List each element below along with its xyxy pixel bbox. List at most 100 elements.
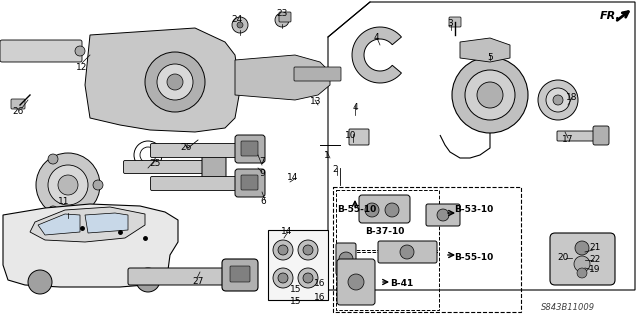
Circle shape bbox=[237, 22, 243, 28]
FancyBboxPatch shape bbox=[337, 259, 375, 305]
FancyBboxPatch shape bbox=[11, 99, 25, 109]
Circle shape bbox=[48, 154, 58, 164]
FancyBboxPatch shape bbox=[359, 195, 410, 223]
Text: 27: 27 bbox=[192, 278, 204, 286]
FancyBboxPatch shape bbox=[230, 266, 250, 282]
Circle shape bbox=[273, 268, 293, 288]
FancyBboxPatch shape bbox=[378, 241, 437, 263]
Text: 4: 4 bbox=[373, 33, 379, 41]
Circle shape bbox=[365, 203, 379, 217]
FancyBboxPatch shape bbox=[150, 176, 243, 190]
FancyBboxPatch shape bbox=[235, 135, 265, 163]
Text: 26: 26 bbox=[12, 108, 24, 116]
Circle shape bbox=[577, 268, 587, 278]
Text: 16: 16 bbox=[314, 279, 326, 288]
Text: 1: 1 bbox=[324, 151, 330, 160]
Text: 12: 12 bbox=[76, 63, 88, 71]
Circle shape bbox=[48, 165, 88, 205]
Text: 19: 19 bbox=[589, 265, 601, 275]
Circle shape bbox=[48, 206, 58, 216]
FancyBboxPatch shape bbox=[294, 67, 341, 81]
Text: B-41: B-41 bbox=[390, 278, 413, 287]
Circle shape bbox=[278, 245, 288, 255]
FancyBboxPatch shape bbox=[550, 233, 615, 285]
Text: 7: 7 bbox=[259, 158, 265, 167]
Circle shape bbox=[275, 13, 289, 27]
FancyBboxPatch shape bbox=[235, 169, 265, 197]
FancyBboxPatch shape bbox=[336, 243, 356, 275]
Circle shape bbox=[348, 274, 364, 290]
Text: 16: 16 bbox=[314, 293, 326, 301]
FancyBboxPatch shape bbox=[349, 129, 369, 145]
Circle shape bbox=[538, 80, 578, 120]
Text: 6: 6 bbox=[260, 197, 266, 206]
FancyBboxPatch shape bbox=[593, 126, 609, 145]
Circle shape bbox=[58, 175, 78, 195]
Circle shape bbox=[437, 209, 449, 221]
Polygon shape bbox=[38, 214, 80, 235]
FancyBboxPatch shape bbox=[426, 204, 460, 226]
Text: FR.: FR. bbox=[600, 11, 621, 21]
Text: 24: 24 bbox=[232, 16, 243, 25]
Circle shape bbox=[278, 273, 288, 283]
Text: 4: 4 bbox=[352, 103, 358, 113]
Polygon shape bbox=[85, 28, 240, 132]
Circle shape bbox=[452, 57, 528, 133]
Circle shape bbox=[465, 70, 515, 120]
Text: 14: 14 bbox=[282, 227, 292, 236]
FancyBboxPatch shape bbox=[182, 144, 191, 151]
FancyBboxPatch shape bbox=[449, 17, 461, 27]
Circle shape bbox=[75, 46, 85, 56]
Text: B-53-10: B-53-10 bbox=[454, 205, 493, 214]
Text: 11: 11 bbox=[58, 197, 70, 206]
FancyBboxPatch shape bbox=[279, 12, 291, 22]
Bar bbox=[268, 230, 328, 300]
Text: B-55-10: B-55-10 bbox=[454, 253, 493, 262]
Polygon shape bbox=[3, 204, 178, 287]
Text: 14: 14 bbox=[287, 173, 299, 182]
FancyBboxPatch shape bbox=[128, 268, 232, 285]
Circle shape bbox=[546, 88, 570, 112]
Text: B-55-10: B-55-10 bbox=[337, 205, 376, 214]
Text: 2: 2 bbox=[332, 166, 338, 174]
Polygon shape bbox=[352, 27, 401, 83]
Circle shape bbox=[303, 273, 313, 283]
FancyBboxPatch shape bbox=[0, 40, 82, 62]
Polygon shape bbox=[235, 55, 330, 100]
Text: S843B11009: S843B11009 bbox=[541, 303, 595, 313]
Text: 9: 9 bbox=[259, 169, 265, 179]
Circle shape bbox=[298, 240, 318, 260]
Bar bbox=[336, 252, 439, 310]
Circle shape bbox=[298, 268, 318, 288]
Circle shape bbox=[385, 203, 399, 217]
Text: 18: 18 bbox=[566, 93, 578, 101]
Bar bbox=[336, 190, 439, 250]
Text: 25: 25 bbox=[149, 159, 161, 167]
Text: 20: 20 bbox=[557, 254, 569, 263]
Circle shape bbox=[575, 241, 589, 255]
Text: 3: 3 bbox=[447, 19, 453, 27]
Text: 15: 15 bbox=[291, 298, 301, 307]
FancyBboxPatch shape bbox=[150, 144, 243, 158]
Text: 21: 21 bbox=[589, 243, 601, 253]
Polygon shape bbox=[85, 213, 128, 233]
FancyBboxPatch shape bbox=[124, 160, 211, 174]
Circle shape bbox=[339, 252, 353, 266]
Circle shape bbox=[167, 74, 183, 90]
Circle shape bbox=[136, 268, 160, 292]
Polygon shape bbox=[460, 38, 510, 62]
Polygon shape bbox=[30, 207, 145, 242]
Circle shape bbox=[157, 64, 193, 100]
Circle shape bbox=[93, 180, 103, 190]
Text: 10: 10 bbox=[345, 130, 356, 139]
Bar bbox=[333, 187, 521, 312]
Circle shape bbox=[574, 256, 590, 272]
Text: 5: 5 bbox=[487, 53, 493, 62]
Circle shape bbox=[477, 82, 503, 108]
FancyBboxPatch shape bbox=[222, 259, 258, 291]
FancyBboxPatch shape bbox=[557, 131, 601, 141]
Text: 17: 17 bbox=[563, 136, 573, 145]
Circle shape bbox=[28, 270, 52, 294]
Circle shape bbox=[400, 245, 414, 259]
Text: 26: 26 bbox=[180, 144, 192, 152]
